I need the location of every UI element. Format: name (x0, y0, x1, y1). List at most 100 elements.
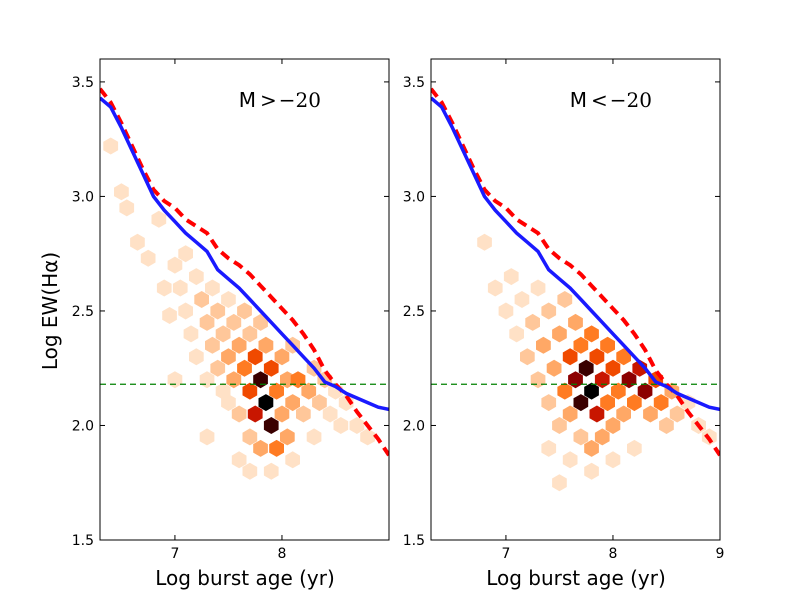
hex-bin (541, 439, 557, 457)
hex-bin (237, 302, 252, 320)
hex-bin (594, 371, 610, 389)
hex-bin (151, 210, 167, 228)
hex-bin (600, 336, 615, 354)
hex-bin (552, 417, 567, 434)
panel-bright: 7 8 1.5 2.0 2.5 3.0 3.5 M > −20 (72, 58, 390, 562)
hex-bin (280, 428, 295, 446)
model-curve-solid (431, 96, 720, 412)
hex-bin (573, 336, 589, 354)
hex-bin (541, 302, 557, 320)
hex-bin (226, 371, 242, 389)
hex-bin (258, 394, 274, 412)
y-tick-label: 2.0 (72, 418, 94, 434)
hex-bin (643, 405, 658, 423)
hex-bin (349, 417, 365, 434)
hex-bin (167, 256, 183, 274)
x-axis-label-left: Log burst age (yr) (155, 566, 335, 590)
y-tick-label: 2.0 (403, 418, 425, 434)
hex-bin (247, 348, 263, 366)
hex-bin (178, 245, 193, 263)
x-tick-label: 7 (170, 546, 179, 562)
hex-bin (616, 348, 631, 366)
hex-bin (509, 325, 524, 343)
hex-bin (520, 348, 535, 366)
hex-bin (221, 348, 236, 366)
hex-bin (221, 291, 236, 308)
hex-bin (530, 371, 546, 389)
annotation-value: −20 (610, 88, 652, 112)
hex-bin (584, 325, 599, 343)
hex-bin (653, 394, 669, 412)
hex-bin (114, 183, 129, 201)
hex-bin (477, 233, 492, 251)
hex-bin (573, 394, 589, 412)
hex-bin (199, 371, 215, 389)
hex-bin (205, 336, 220, 354)
hex-bin (119, 199, 135, 217)
y-tick-label: 3.5 (403, 75, 425, 91)
hex-bin (269, 382, 284, 400)
annotation-prefix: M (239, 88, 256, 112)
hex-bin (498, 302, 514, 320)
hex-bin (215, 325, 231, 343)
hex-bin (514, 291, 530, 308)
hex-bin (172, 279, 188, 297)
hex-bin (237, 359, 252, 377)
hex-bin (487, 279, 503, 297)
hex-bin (568, 371, 583, 389)
hex-bin (194, 291, 209, 308)
hex-bin (183, 325, 199, 343)
hex-bin (247, 405, 263, 423)
hex-bin (253, 371, 268, 389)
hex-bin (189, 268, 204, 286)
hex-bin (210, 302, 226, 320)
x-axis-label-right: Log burst age (yr) (486, 566, 666, 590)
hex-bin (584, 439, 599, 457)
hex-bin (557, 291, 573, 308)
hex-bin (258, 336, 274, 354)
hex-bin (589, 348, 605, 366)
hex-bin (269, 439, 284, 457)
plot-area (100, 87, 389, 480)
y-tick-label: 2.5 (403, 304, 425, 320)
hex-bin (562, 405, 578, 423)
hex-bin (562, 451, 578, 469)
hex-bin (584, 462, 599, 480)
y-axis-label: Log EW(Hα) (38, 252, 62, 370)
hex-bin (199, 428, 215, 446)
hex-bin (189, 348, 204, 366)
hex-bin (199, 313, 215, 331)
hex-bin (285, 394, 300, 412)
plot-frame (430, 58, 721, 541)
hex-bin (306, 428, 322, 446)
plot-frame (99, 58, 390, 541)
hex-bin (605, 417, 621, 434)
hex-bin (156, 279, 172, 297)
hex-bin (530, 279, 546, 297)
annotation-operator: < (591, 88, 608, 112)
hex-bin (140, 249, 156, 267)
hex-bin (226, 313, 242, 331)
hex-bin (103, 137, 119, 155)
hex-bin (584, 382, 599, 400)
hex-bin (669, 405, 685, 423)
magnitude-annotation: M < −20 (570, 88, 652, 112)
hex-bin (285, 451, 300, 469)
hex-bin (573, 428, 589, 446)
hex-bin (274, 405, 290, 423)
hex-bin (253, 313, 268, 331)
y-tick-label: 1.5 (72, 533, 94, 549)
hex-bin (541, 394, 557, 412)
hex-bin (242, 462, 258, 480)
hex-bin (178, 302, 193, 320)
hex-bin (611, 382, 626, 400)
hex-bin (242, 382, 258, 400)
hex-bin (557, 382, 573, 400)
hex-bin (263, 417, 279, 434)
hex-bin (536, 336, 551, 354)
x-tick-label: 8 (609, 546, 618, 562)
hex-bin (253, 439, 268, 457)
hex-bin (503, 268, 519, 286)
hex-bin (360, 428, 375, 446)
